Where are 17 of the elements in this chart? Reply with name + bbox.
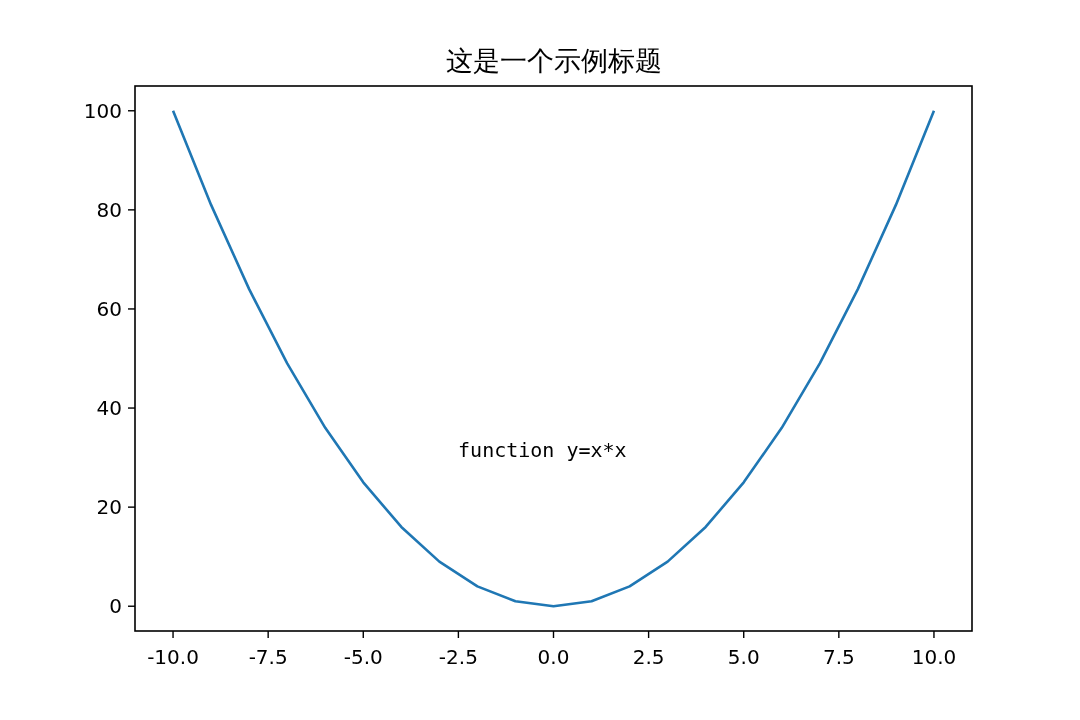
y-tick-label: 40	[96, 396, 122, 421]
x-tick-label: 7.5	[822, 645, 855, 669]
y-tick-label: 20	[96, 495, 122, 520]
x-tick-label: 5.0	[727, 645, 760, 669]
title: 这是一个示例标题	[445, 45, 662, 76]
y-tick-label: 60	[96, 296, 122, 321]
x-tick-label: 0.0	[537, 645, 570, 669]
y-tick-label: 80	[96, 197, 122, 222]
x-tick-label: -7.5	[248, 645, 288, 669]
x-tick-label: 2.5	[632, 645, 665, 669]
y-tick-label: 0	[109, 594, 122, 619]
x-tick-label: 10.0	[911, 645, 957, 669]
x-tick-label: -10.0	[147, 645, 199, 669]
x-tick-label: -5.0	[343, 645, 383, 669]
annotation: function y=x*x	[458, 438, 627, 463]
x-tick-label: -2.5	[438, 645, 478, 669]
y-tick-label: 100	[83, 98, 122, 123]
